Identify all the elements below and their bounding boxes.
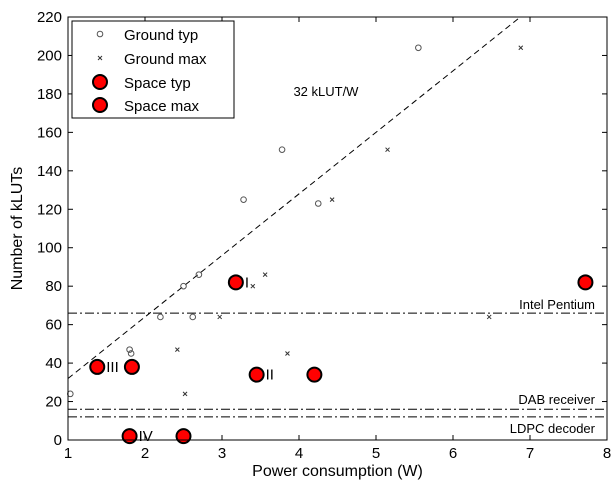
y-tick-label: 220 [37, 9, 62, 26]
point-annotation: III [106, 359, 119, 376]
x-tick-label: 1 [64, 445, 72, 462]
ground-max-point [385, 147, 390, 153]
trend-line-32-klut-per-w [67, 16, 521, 379]
point-annotation: IV [139, 428, 153, 445]
ground-typ-point [415, 44, 422, 52]
x-tick-label: 5 [372, 445, 380, 462]
ground-typ-point [278, 146, 286, 153]
point-annotation: I [245, 274, 249, 291]
x-tick-label: 2 [141, 445, 149, 462]
x-tick-label: 7 [526, 445, 534, 462]
y-tick-label: 180 [37, 86, 62, 103]
legend-label-ground-typ: Ground typ [124, 27, 198, 44]
ground-typ-point [180, 282, 187, 290]
ground-max-point [285, 351, 290, 356]
y-tick-label: 120 [37, 201, 62, 218]
space-max-point [123, 358, 140, 375]
ground-typ-point [314, 200, 322, 207]
y-tick-label: 60 [45, 317, 62, 334]
space-typ-point [227, 274, 244, 291]
ground-max-point [486, 314, 492, 320]
ground-typ-point [157, 313, 164, 321]
reference-line-label: DAB receiver [518, 392, 595, 407]
reference-line-label: Intel Pentium [519, 297, 595, 312]
x-tick-label: 4 [295, 445, 303, 462]
space-typ-point [248, 366, 265, 383]
ground-typ-point [240, 196, 247, 203]
y-tick-label: 140 [37, 163, 62, 180]
space-typ-point [89, 358, 106, 375]
ground-typ-point [127, 350, 135, 357]
ground-typ-point [195, 271, 203, 278]
space-typ-point [121, 428, 138, 445]
x-tick-label: 8 [603, 445, 611, 462]
legend: Ground typ Ground max Space typ Space ma… [71, 20, 235, 119]
point-annotation: II [266, 367, 274, 384]
legend-marker-ground-max [97, 55, 103, 61]
y-tick-label: 0 [54, 432, 62, 449]
x-tick-label: 3 [218, 445, 226, 462]
ground-max-point [182, 391, 188, 397]
trend-line-label: 32 kLUT/W [293, 84, 359, 99]
plot-frame [67, 16, 608, 441]
legend-marker-space-max [92, 97, 108, 113]
space-max-point [306, 366, 323, 383]
ground-max-point [329, 197, 335, 203]
legend-box [71, 20, 235, 119]
space-max-point [175, 428, 192, 445]
legend-label-space-typ: Space typ [124, 75, 191, 92]
legend-marker-space-typ [92, 74, 108, 90]
legend-label-space-max: Space max [124, 98, 200, 115]
ground-max-point [174, 347, 180, 352]
y-tick-label: 200 [37, 47, 62, 64]
ground-max-point [250, 283, 256, 289]
ground-max-point [518, 45, 524, 51]
space-max-point [577, 274, 594, 291]
legend-label-ground-max: Ground max [124, 51, 207, 68]
reference-lines: 32 kLUT/W Intel Pentium DAB receiver LDPC d… [67, 16, 607, 436]
x-tick-label: 6 [449, 445, 457, 462]
y-tick-label: 80 [45, 278, 62, 295]
x-axis-label: Power consumption (W) [252, 463, 423, 480]
y-tick-label: 100 [37, 240, 62, 257]
y-tick-label: 20 [45, 394, 62, 411]
ground-max-point [262, 272, 268, 277]
reference-line-label: LDPC decoder [510, 421, 596, 436]
ground-typ-point [126, 346, 133, 353]
data-markers [67, 44, 594, 445]
y-tick-label: 40 [45, 355, 62, 372]
y-tick-label: 160 [37, 124, 62, 141]
ground-typ-point [189, 313, 197, 321]
y-axis-label: Number of kLUTs [9, 167, 26, 291]
ground-max-point [217, 314, 223, 320]
legend-marker-ground-typ [96, 30, 104, 38]
